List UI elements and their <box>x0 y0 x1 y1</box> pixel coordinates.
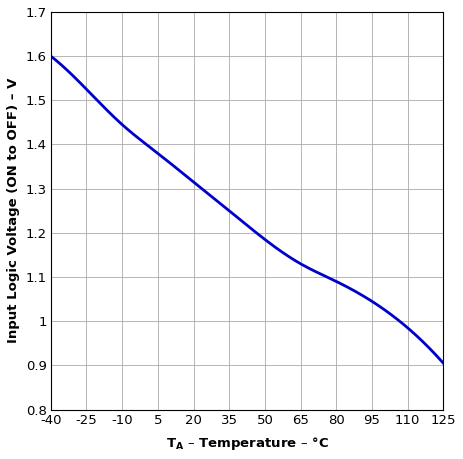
X-axis label: $\mathbf{T_A}$ – Temperature – °C: $\mathbf{T_A}$ – Temperature – °C <box>166 435 328 452</box>
Y-axis label: Input Logic Voltage (ON to OFF) – V: Input Logic Voltage (ON to OFF) – V <box>7 78 20 343</box>
